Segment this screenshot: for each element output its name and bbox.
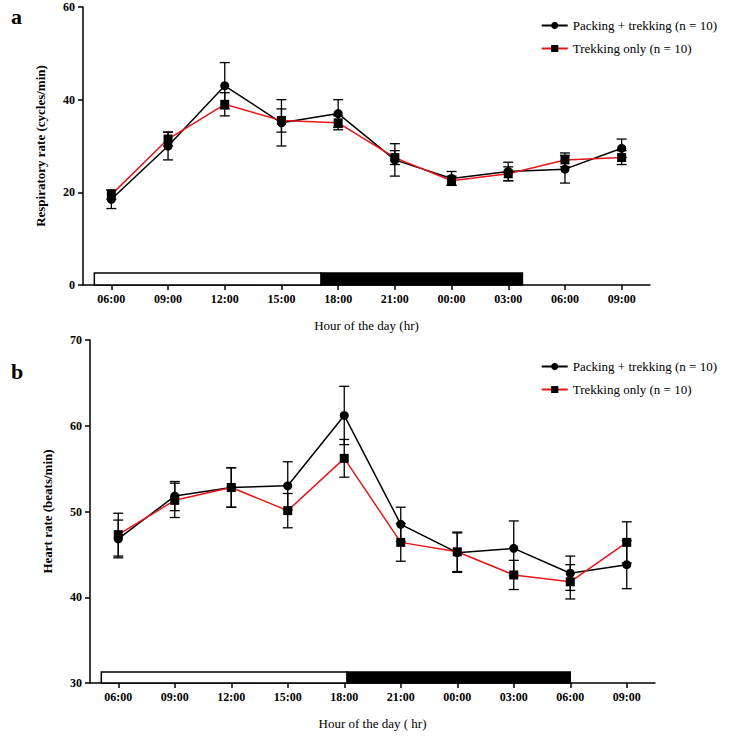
svg-text:a: a — [11, 4, 22, 29]
svg-text:06:00: 06:00 — [97, 292, 125, 306]
svg-text:Trekking only (n = 10): Trekking only (n = 10) — [573, 382, 692, 397]
svg-text:18:00: 18:00 — [324, 292, 352, 306]
svg-text:Packing + trekking (n = 10): Packing + trekking (n = 10) — [573, 18, 717, 33]
svg-text:00:00: 00:00 — [443, 690, 471, 704]
svg-text:60: 60 — [63, 0, 75, 14]
svg-text:Hour of the day ( hr): Hour of the day ( hr) — [319, 716, 427, 731]
svg-text:Trekking only (n = 10): Trekking only (n = 10) — [573, 41, 692, 56]
svg-text:06:00: 06:00 — [104, 690, 132, 704]
svg-text:03:00: 03:00 — [500, 690, 528, 704]
svg-text:0: 0 — [69, 278, 75, 292]
svg-text:03:00: 03:00 — [494, 292, 522, 306]
svg-text:15:00: 15:00 — [274, 690, 302, 704]
svg-text:12:00: 12:00 — [217, 690, 245, 704]
svg-text:06:00: 06:00 — [551, 292, 579, 306]
svg-text:09:00: 09:00 — [613, 690, 641, 704]
svg-text:21:00: 21:00 — [387, 690, 415, 704]
svg-text:06:00: 06:00 — [556, 690, 584, 704]
svg-text:50: 50 — [70, 505, 82, 519]
svg-text:Heart rate (beats/min): Heart rate (beats/min) — [40, 449, 55, 573]
svg-text:Packing + trekking (n = 10): Packing + trekking (n = 10) — [573, 359, 717, 374]
svg-text:09:00: 09:00 — [608, 292, 636, 306]
svg-text:Hour of the day (hr): Hour of the day (hr) — [314, 318, 419, 333]
svg-text:20: 20 — [63, 185, 75, 199]
svg-text:18:00: 18:00 — [330, 690, 358, 704]
svg-text:09:00: 09:00 — [161, 690, 189, 704]
svg-text:12:00: 12:00 — [211, 292, 239, 306]
svg-text:40: 40 — [70, 590, 82, 604]
svg-text:40: 40 — [63, 93, 75, 107]
svg-text:b: b — [11, 359, 23, 384]
svg-text:60: 60 — [70, 419, 82, 433]
svg-text:09:00: 09:00 — [154, 292, 182, 306]
svg-text:21:00: 21:00 — [381, 292, 409, 306]
svg-text:Respiratory rate (cycles/min): Respiratory rate (cycles/min) — [33, 65, 48, 227]
svg-text:00:00: 00:00 — [438, 292, 466, 306]
svg-text:15:00: 15:00 — [267, 292, 295, 306]
svg-text:30: 30 — [70, 676, 82, 690]
svg-text:70: 70 — [70, 333, 82, 347]
